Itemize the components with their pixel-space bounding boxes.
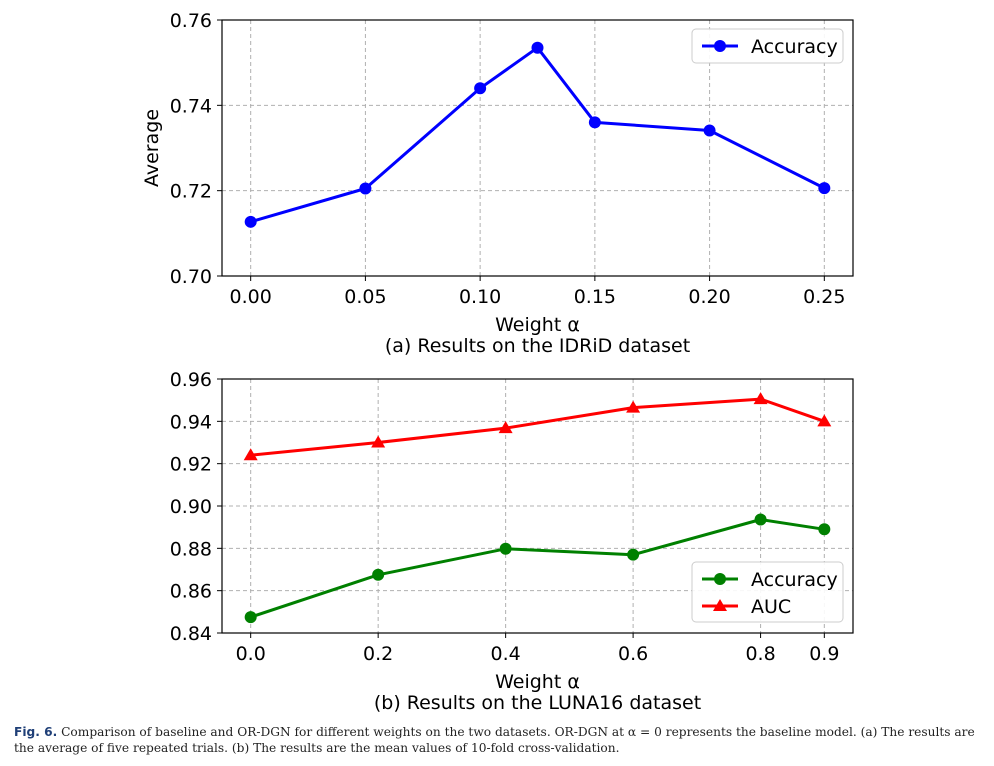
legend-marker-accuracy bbox=[714, 573, 726, 585]
x-tick-label: 0.10 bbox=[459, 286, 501, 308]
x-tick-label: 0.8 bbox=[745, 643, 775, 665]
legend-label-accuracy: Accuracy bbox=[751, 569, 838, 591]
x-axis-label: Weight α bbox=[495, 671, 580, 693]
x-tick-label: 0.20 bbox=[688, 286, 730, 308]
data-point-accuracy bbox=[244, 611, 257, 624]
y-tick-label: 0.84 bbox=[170, 623, 212, 645]
data-point-auc bbox=[626, 400, 641, 413]
data-point-accuracy bbox=[703, 124, 716, 137]
x-tick-label: 0.2 bbox=[363, 643, 393, 665]
y-tick-label: 0.70 bbox=[170, 266, 212, 288]
data-point-accuracy bbox=[499, 542, 512, 555]
x-tick-label: 0.25 bbox=[803, 286, 845, 308]
x-tick-label: 0.15 bbox=[574, 286, 616, 308]
x-tick-label: 0.05 bbox=[344, 286, 386, 308]
data-point-accuracy bbox=[818, 182, 831, 195]
data-point-accuracy bbox=[244, 215, 257, 228]
y-tick-label: 0.86 bbox=[170, 581, 212, 603]
y-tick-label: 0.74 bbox=[170, 95, 212, 117]
figure-caption: Fig. 6. Comparison of baseline and OR-DG… bbox=[14, 724, 984, 756]
data-point-auc bbox=[817, 414, 832, 427]
legend-label-accuracy: Accuracy bbox=[751, 36, 838, 58]
data-point-auc bbox=[753, 392, 768, 405]
legend-marker-auc bbox=[713, 599, 727, 611]
x-axis-label: Weight α bbox=[495, 314, 580, 336]
chart-b: 0.0 0.2 0.4 0.6 0.8 0.9 0.84 0.86 0.88 0.90 0.92 0.… bbox=[170, 369, 854, 714]
plot-frame bbox=[221, 19, 854, 277]
subplot-caption: (b) Results on the LUNA16 dataset bbox=[374, 692, 701, 714]
data-point-accuracy bbox=[818, 523, 831, 536]
series-line-auc bbox=[250, 397, 825, 457]
x-tick-label: 0.4 bbox=[491, 643, 521, 665]
data-point-accuracy bbox=[588, 116, 601, 129]
data-point-auc bbox=[498, 421, 513, 434]
x-tick-label: 0.00 bbox=[230, 286, 272, 308]
data-point-accuracy bbox=[754, 513, 767, 526]
x-tick-label: 0.0 bbox=[236, 643, 266, 665]
legend-box bbox=[691, 28, 844, 64]
series-line-accuracy bbox=[250, 46, 825, 224]
legend: Accuracy AUC bbox=[691, 561, 844, 623]
data-point-accuracy bbox=[627, 548, 640, 561]
x-tick-label: 0.6 bbox=[618, 643, 648, 665]
legend-label-auc: AUC bbox=[751, 596, 791, 618]
y-tick-label: 0.72 bbox=[170, 181, 212, 203]
figure: 0.00 0.05 0.10 0.15 0.20 0.25 0.70 0.72 0.74 0.76… bbox=[141, 10, 854, 714]
data-point-auc bbox=[371, 435, 386, 448]
y-axis-label: Average bbox=[141, 109, 163, 187]
legend-marker-accuracy bbox=[714, 40, 726, 52]
subplot-caption: (a) Results on the IDRiD dataset bbox=[385, 335, 690, 357]
figure-caption-label: Fig. 6. bbox=[14, 725, 58, 739]
y-tick-label: 0.96 bbox=[170, 369, 212, 391]
figure-caption-text: Comparison of baseline and OR-DGN for di… bbox=[14, 725, 975, 755]
series-line-accuracy bbox=[250, 518, 825, 619]
data-point-accuracy bbox=[359, 182, 372, 195]
x-tick-label: 0.9 bbox=[809, 643, 839, 665]
legend: Accuracy bbox=[691, 28, 844, 64]
data-point-accuracy bbox=[474, 82, 487, 95]
y-tick-label: 0.76 bbox=[170, 10, 212, 32]
data-point-accuracy bbox=[372, 568, 385, 581]
y-tick-label: 0.88 bbox=[170, 538, 212, 560]
y-tick-label: 0.90 bbox=[170, 496, 212, 518]
data-point-auc bbox=[243, 448, 258, 461]
y-tick-label: 0.94 bbox=[170, 411, 212, 433]
data-point-accuracy bbox=[531, 41, 544, 54]
y-tick-label: 0.92 bbox=[170, 454, 212, 476]
chart-a: 0.00 0.05 0.10 0.15 0.20 0.25 0.70 0.72 0.74 0.76… bbox=[141, 10, 854, 357]
